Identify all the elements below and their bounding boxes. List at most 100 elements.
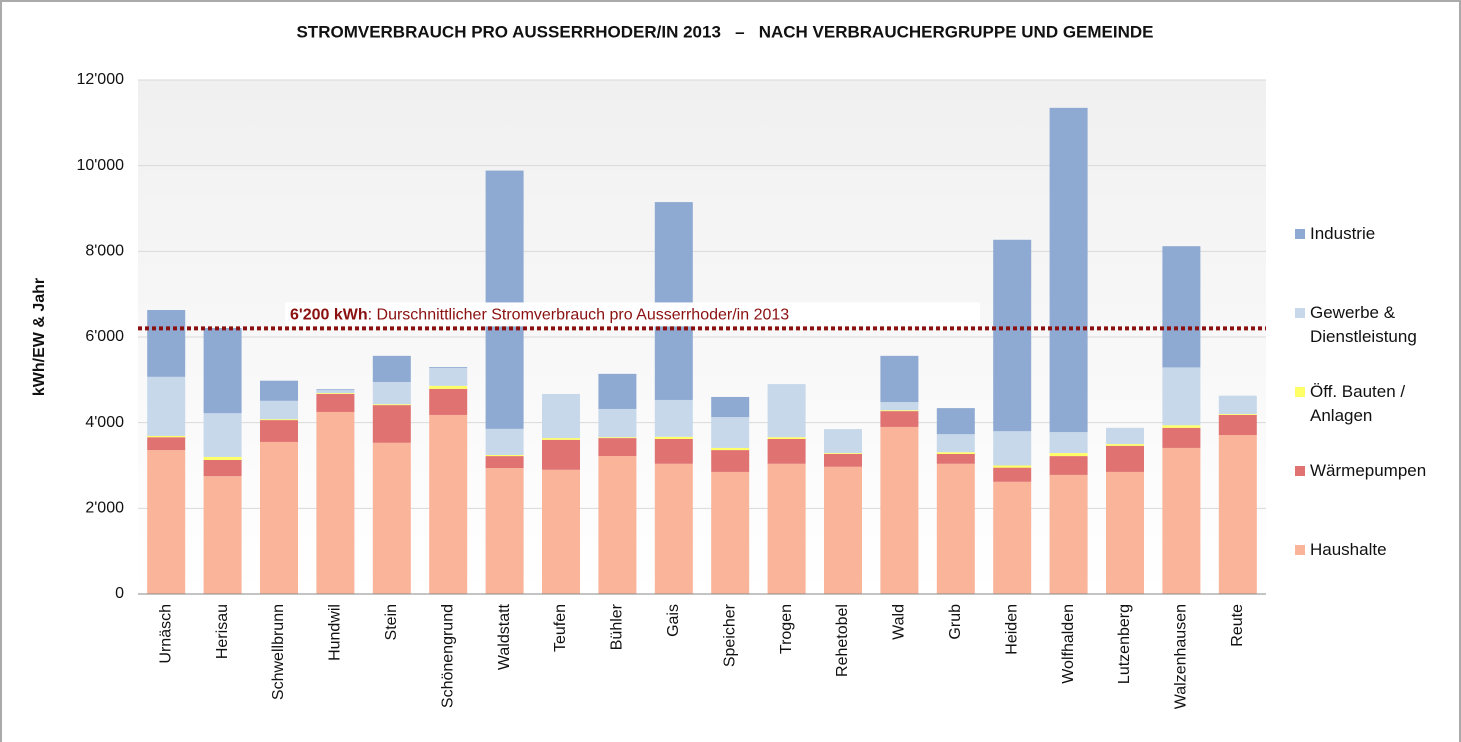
bar-segment xyxy=(203,456,242,460)
bar-segment xyxy=(880,355,919,403)
bar-segment xyxy=(880,426,919,594)
bar-segment xyxy=(767,438,806,464)
bar-segment xyxy=(372,355,411,382)
bar-segment xyxy=(429,388,468,415)
y-tick-label: 10'000 xyxy=(76,157,124,174)
bar-segment xyxy=(260,380,298,401)
bar-segment xyxy=(767,437,806,439)
bar-segment xyxy=(936,463,975,594)
bar-segment xyxy=(936,434,975,453)
bar-segment xyxy=(372,442,411,594)
x-tick-label: Waldstatt xyxy=(496,603,513,670)
bar-segment xyxy=(429,366,468,368)
legend-label: Gewerbe & Dienstleistung xyxy=(1310,303,1417,346)
bar-segment xyxy=(485,468,524,594)
bar-segment xyxy=(936,408,975,435)
y-tick-label: 6'000 xyxy=(85,328,124,345)
x-tick-label: Wolfhalden xyxy=(1060,604,1077,684)
annotation-text: : Durschnittlicher Stromverbrauch pro Au… xyxy=(368,307,790,324)
bar-segment xyxy=(1049,453,1088,457)
bar-segment xyxy=(1049,432,1088,454)
x-tick-label: Schwellbrunn xyxy=(270,604,287,700)
bar-segment xyxy=(316,390,355,394)
bar-segment xyxy=(147,437,186,451)
bar-segment xyxy=(1049,456,1088,475)
bar-segment xyxy=(316,393,355,394)
bar-segment xyxy=(1218,395,1257,415)
bar-segment xyxy=(1049,107,1088,433)
bar-segment xyxy=(993,465,1032,468)
bar-segment xyxy=(316,411,355,594)
bar-segment xyxy=(598,373,637,409)
bar-segment xyxy=(260,419,298,421)
bar-segment xyxy=(429,414,468,594)
bar-segment xyxy=(880,410,919,412)
legend-swatch xyxy=(1295,466,1305,476)
bar-segment xyxy=(372,404,411,406)
bar-segment xyxy=(485,170,524,429)
legend-swatch xyxy=(1295,545,1305,555)
x-tick-label: Schönengrund xyxy=(439,604,456,708)
annotation-value: 6'200 kWh xyxy=(290,307,368,324)
bar-segment xyxy=(260,420,298,442)
bar-segment xyxy=(147,310,186,377)
bar-segment xyxy=(1162,427,1201,448)
bar-segment xyxy=(203,328,242,414)
bar-segment xyxy=(824,429,862,454)
bar-segment xyxy=(542,469,580,594)
bar-segment xyxy=(203,413,242,457)
bar-segment xyxy=(1218,414,1257,436)
y-tick-label: 4'000 xyxy=(85,414,124,431)
bar-segment xyxy=(654,399,693,437)
annotation: 6'200 kWh: Durschnittlicher Stromverbrau… xyxy=(290,307,789,324)
bar-segment xyxy=(711,447,750,451)
x-tick-label: Gais xyxy=(665,604,682,637)
x-tick-label: Heiden xyxy=(1003,604,1020,655)
bar-segment xyxy=(485,428,524,456)
bar-segment xyxy=(542,438,580,440)
x-tick-label: Stein xyxy=(383,604,400,640)
bar-segment xyxy=(880,411,919,427)
x-tick-label: Reute xyxy=(1229,604,1246,647)
bar-segment xyxy=(485,455,524,457)
bar-segment xyxy=(993,467,1032,482)
x-tick-label: Teufen xyxy=(552,604,569,652)
bar-segment xyxy=(1106,427,1144,445)
chart-title: STROMVERBRAUCH PRO AUSSERRHODER/IN 2013 … xyxy=(296,22,1153,41)
x-tick-label: Lutzenberg xyxy=(1116,604,1133,684)
bar-segment xyxy=(654,202,693,400)
x-tick-label: Urnäsch xyxy=(157,604,174,664)
legend-label: Industrie xyxy=(1310,224,1376,243)
bar-segment xyxy=(429,385,468,389)
bar-segment xyxy=(598,438,637,457)
bar-segment xyxy=(824,466,862,594)
bar-segment xyxy=(711,417,750,448)
bar-segment xyxy=(880,402,919,411)
bar-segment xyxy=(1218,435,1257,594)
bar-segment xyxy=(654,463,693,594)
annotation-bg xyxy=(285,302,980,327)
bar-segment xyxy=(936,452,975,454)
y-tick-label: 12'000 xyxy=(76,71,124,88)
bar-segment xyxy=(598,437,637,439)
legend-swatch xyxy=(1295,387,1305,397)
bar-segment xyxy=(993,481,1032,594)
bar-segment xyxy=(542,393,580,439)
y-tick-label: 0 xyxy=(115,585,124,602)
bar-segment xyxy=(711,471,750,594)
bar-segment xyxy=(1106,445,1144,472)
x-tick-label: Walzenhausen xyxy=(1173,604,1190,709)
bar-segment xyxy=(429,367,468,386)
bar-segment xyxy=(316,389,355,391)
bar-segment xyxy=(824,453,862,467)
bar-segment xyxy=(824,453,862,454)
y-tick-label: 2'000 xyxy=(85,500,124,517)
bar-segment xyxy=(654,436,693,439)
x-tick-label: Herisau xyxy=(214,604,231,659)
x-tick-label: Speicher xyxy=(721,603,738,667)
bar-segment xyxy=(936,453,975,464)
bar-segment xyxy=(542,439,580,470)
x-tick-label: Hundwil xyxy=(327,604,344,661)
legend-label: Wärmepumpen xyxy=(1310,461,1427,480)
